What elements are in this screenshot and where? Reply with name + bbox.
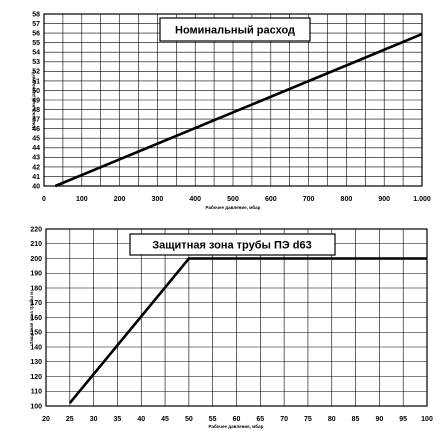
y-tick-label: 41 [32, 174, 40, 181]
y-tick-label: 55 [32, 40, 40, 47]
x-tick-label: 20 [42, 416, 50, 423]
y-tick-label: 47 [32, 117, 40, 124]
y-tick-label: 57 [32, 21, 40, 28]
y-tick-label: 44 [32, 145, 40, 152]
y-tick-label: 120 [30, 374, 42, 381]
chart-title: Защитная зона трубы ПЭ d63 [152, 240, 311, 252]
y-tick-label: 52 [32, 69, 40, 76]
x-tick-label: 75 [304, 416, 312, 423]
y-tick-label: 50 [32, 88, 40, 95]
y-tick-label: 51 [32, 78, 40, 85]
x-tick-label: 1.000 [413, 196, 431, 203]
x-axis-label: Рабочее давление, мбар [206, 204, 261, 210]
series-line [68, 257, 427, 404]
x-tick-label: 25 [66, 416, 74, 423]
x-tick-label: 40 [137, 416, 145, 423]
x-tick-label: 400 [189, 196, 201, 203]
x-tick-label: 55 [209, 416, 217, 423]
x-tick-label: 800 [341, 196, 353, 203]
series-group [68, 257, 427, 404]
y-tick-label: 40 [32, 183, 40, 190]
y-tick-label: 220 [30, 226, 42, 233]
x-tick-labels: 20 25 30 35 40 45 50 55 60 65 70 75 80 85 90 95 100 [42, 416, 433, 423]
x-tick-label: 80 [328, 416, 336, 423]
y-tick-labels: 100 110 120 130 140 150 160 170 180 190 200 210 220 [30, 226, 42, 410]
y-tick-label: 190 [30, 271, 42, 278]
chart-protective-zone: 20 25 30 35 40 45 50 55 60 65 70 75 80 85 90 95 100 1001… [28, 226, 433, 429]
x-tick-label: 60 [233, 416, 241, 423]
title-box: Защитная зона трубы ПЭ d63 [129, 233, 336, 256]
x-tick-label: 600 [265, 196, 277, 203]
x-tick-label: 100 [76, 196, 88, 203]
x-tick-label: 65 [256, 416, 264, 423]
y-tick-label: 56 [32, 31, 40, 38]
y-tick-label: 54 [32, 50, 40, 57]
series-line [54, 32, 423, 188]
x-tick-label: 45 [161, 416, 169, 423]
plot-frame [45, 228, 428, 407]
y-tick-label: 49 [32, 97, 40, 104]
x-tick-label: 0 [42, 196, 46, 203]
y-tick-label: 58 [32, 11, 40, 18]
x-tick-label: 70 [280, 416, 288, 423]
y-tick-label: 180 [30, 285, 42, 292]
series-group [54, 32, 423, 188]
y-tick-label: 200 [30, 256, 42, 263]
x-tick-label: 95 [399, 416, 407, 423]
x-tick-label: 30 [90, 416, 98, 423]
x-tick-labels: 0 100 200 300 400 500 600 700 800 900 1.000 [42, 196, 431, 203]
y-axis-label: Номинальный расход, м³/ч [30, 69, 36, 130]
y-tick-label: 150 [30, 330, 42, 337]
y-tick-label: 42 [32, 164, 40, 171]
y-tick-label: 110 [31, 389, 42, 396]
y-tick-label: 210 [30, 241, 42, 248]
y-tick-label: 100 [30, 403, 42, 410]
plot-frame [43, 13, 423, 187]
x-tick-label: 300 [152, 196, 164, 203]
y-tick-label: 43 [32, 155, 40, 162]
title-box: Номинальный расход [159, 17, 311, 42]
x-tick-label: 900 [378, 196, 390, 203]
x-tick-label: 35 [114, 416, 122, 423]
y-tick-label: 130 [30, 359, 42, 366]
x-tick-label: 90 [375, 416, 383, 423]
y-tick-labels: 40 41 42 43 44 45 46 47 48 49 50 51 52 53 54 55 56 57 58 [32, 11, 40, 190]
x-tick-label: 200 [114, 196, 126, 203]
y-tick-label: 46 [32, 126, 40, 133]
x-tick-label: 700 [303, 196, 315, 203]
y-tick-label: 170 [30, 300, 42, 307]
chart-nominal-flow: 0 100 200 300 400 500 600 700 800 900 1.000 40 41 42… [30, 11, 431, 210]
chart-title: Номинальный расход [175, 25, 295, 37]
y-tick-label: 140 [30, 344, 42, 351]
y-tick-label: 160 [30, 315, 42, 322]
y-tick-label: 48 [32, 107, 40, 114]
y-tick-label: 45 [32, 136, 40, 143]
y-tick-label: 53 [32, 59, 40, 66]
x-tick-label: 500 [227, 196, 239, 203]
x-tick-label: 50 [185, 416, 193, 423]
x-axis-label: Рабочее давление, мбар [209, 423, 264, 429]
y-axis-label: Защитная зона трубы м [28, 291, 34, 345]
x-tick-label: 85 [352, 416, 360, 423]
x-tick-label: 100 [421, 416, 433, 423]
